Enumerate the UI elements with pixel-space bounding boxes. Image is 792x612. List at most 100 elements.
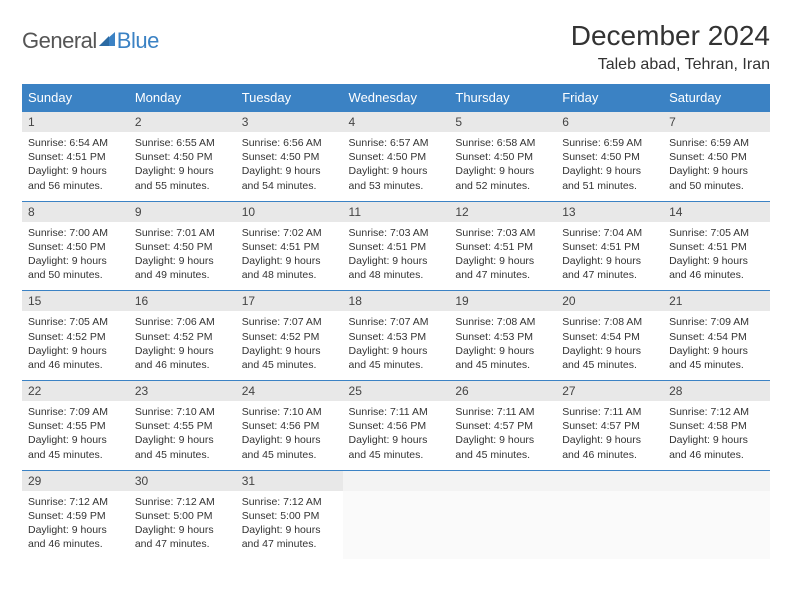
day-info-cell: Sunrise: 6:56 AMSunset: 4:50 PMDaylight:… [236,132,343,201]
day-number-cell [663,470,770,491]
day-info-cell: Sunrise: 7:06 AMSunset: 4:52 PMDaylight:… [129,311,236,380]
header: General Blue December 2024 Taleb abad, T… [22,20,770,74]
sunset-line: Sunset: 4:58 PM [669,419,764,433]
sunset-line: Sunset: 5:00 PM [242,509,337,523]
daylight-line: Daylight: 9 hours and 50 minutes. [669,164,764,192]
sunset-line: Sunset: 4:50 PM [455,150,550,164]
sunrise-line: Sunrise: 7:11 AM [562,405,657,419]
day-number-cell: 8 [22,201,129,222]
daylight-line: Daylight: 9 hours and 46 minutes. [28,523,123,551]
title-block: December 2024 Taleb abad, Tehran, Iran [571,20,770,74]
day-info-cell: Sunrise: 7:04 AMSunset: 4:51 PMDaylight:… [556,222,663,291]
sunrise-line: Sunrise: 7:05 AM [669,226,764,240]
sunset-line: Sunset: 4:50 PM [562,150,657,164]
day-info-cell: Sunrise: 6:55 AMSunset: 4:50 PMDaylight:… [129,132,236,201]
daylight-line: Daylight: 9 hours and 46 minutes. [669,254,764,282]
daylight-line: Daylight: 9 hours and 45 minutes. [349,344,444,372]
sunset-line: Sunset: 4:50 PM [135,240,230,254]
daylight-line: Daylight: 9 hours and 49 minutes. [135,254,230,282]
weekday-head: Friday [556,84,663,112]
sunset-line: Sunset: 4:52 PM [28,330,123,344]
day-number-cell: 24 [236,381,343,402]
daylight-line: Daylight: 9 hours and 51 minutes. [562,164,657,192]
info-row: Sunrise: 7:05 AMSunset: 4:52 PMDaylight:… [22,311,770,380]
day-info-cell: Sunrise: 7:07 AMSunset: 4:52 PMDaylight:… [236,311,343,380]
sunrise-line: Sunrise: 6:56 AM [242,136,337,150]
daylight-line: Daylight: 9 hours and 46 minutes. [28,344,123,372]
sunrise-line: Sunrise: 7:10 AM [135,405,230,419]
sunset-line: Sunset: 4:51 PM [28,150,123,164]
day-info-cell: Sunrise: 7:12 AMSunset: 5:00 PMDaylight:… [129,491,236,560]
sunrise-line: Sunrise: 7:09 AM [28,405,123,419]
sunrise-line: Sunrise: 7:05 AM [28,315,123,329]
daylight-line: Daylight: 9 hours and 45 minutes. [349,433,444,461]
day-number-cell: 19 [449,291,556,312]
day-info-cell: Sunrise: 7:02 AMSunset: 4:51 PMDaylight:… [236,222,343,291]
weekday-head: Monday [129,84,236,112]
sunset-line: Sunset: 4:53 PM [455,330,550,344]
info-row: Sunrise: 7:12 AMSunset: 4:59 PMDaylight:… [22,491,770,560]
day-info-cell: Sunrise: 7:08 AMSunset: 4:54 PMDaylight:… [556,311,663,380]
sunset-line: Sunset: 4:55 PM [135,419,230,433]
sunrise-line: Sunrise: 6:55 AM [135,136,230,150]
day-info-cell: Sunrise: 6:58 AMSunset: 4:50 PMDaylight:… [449,132,556,201]
logo: General Blue [22,20,159,54]
day-number-cell: 12 [449,201,556,222]
day-number-cell [556,470,663,491]
day-number-cell: 3 [236,112,343,133]
sunrise-line: Sunrise: 7:12 AM [242,495,337,509]
day-info-cell: Sunrise: 7:01 AMSunset: 4:50 PMDaylight:… [129,222,236,291]
day-number-cell: 17 [236,291,343,312]
day-number-cell: 28 [663,381,770,402]
day-number-cell: 16 [129,291,236,312]
sunrise-line: Sunrise: 7:04 AM [562,226,657,240]
day-number-cell: 31 [236,470,343,491]
daylight-line: Daylight: 9 hours and 55 minutes. [135,164,230,192]
day-number-cell: 23 [129,381,236,402]
sunset-line: Sunset: 4:52 PM [242,330,337,344]
daylight-line: Daylight: 9 hours and 53 minutes. [349,164,444,192]
sunrise-line: Sunrise: 7:12 AM [669,405,764,419]
day-info-cell: Sunrise: 6:59 AMSunset: 4:50 PMDaylight:… [663,132,770,201]
day-number-cell: 21 [663,291,770,312]
calendar-table: Sunday Monday Tuesday Wednesday Thursday… [22,84,770,559]
day-number-cell: 26 [449,381,556,402]
sunset-line: Sunset: 4:56 PM [349,419,444,433]
day-info-cell: Sunrise: 7:12 AMSunset: 4:59 PMDaylight:… [22,491,129,560]
sunset-line: Sunset: 4:51 PM [349,240,444,254]
day-number-cell [343,470,450,491]
logo-word2: Blue [117,28,159,54]
daylight-line: Daylight: 9 hours and 46 minutes. [669,433,764,461]
day-number-cell: 18 [343,291,450,312]
sunrise-line: Sunrise: 7:07 AM [242,315,337,329]
daynum-row: 1234567 [22,112,770,133]
day-info-cell: Sunrise: 6:59 AMSunset: 4:50 PMDaylight:… [556,132,663,201]
sunset-line: Sunset: 4:50 PM [242,150,337,164]
month-title: December 2024 [571,20,770,52]
day-info-cell [556,491,663,560]
daylight-line: Daylight: 9 hours and 48 minutes. [349,254,444,282]
daylight-line: Daylight: 9 hours and 50 minutes. [28,254,123,282]
sunset-line: Sunset: 4:54 PM [669,330,764,344]
daylight-line: Daylight: 9 hours and 45 minutes. [242,433,337,461]
day-number-cell: 20 [556,291,663,312]
daylight-line: Daylight: 9 hours and 45 minutes. [669,344,764,372]
daylight-line: Daylight: 9 hours and 47 minutes. [135,523,230,551]
day-number-cell: 11 [343,201,450,222]
sunset-line: Sunset: 4:57 PM [455,419,550,433]
sunrise-line: Sunrise: 7:02 AM [242,226,337,240]
day-info-cell: Sunrise: 7:10 AMSunset: 4:55 PMDaylight:… [129,401,236,470]
daynum-row: 293031 [22,470,770,491]
sunrise-line: Sunrise: 7:12 AM [28,495,123,509]
day-info-cell [343,491,450,560]
daylight-line: Daylight: 9 hours and 45 minutes. [135,433,230,461]
sunset-line: Sunset: 4:57 PM [562,419,657,433]
day-info-cell [449,491,556,560]
day-number-cell: 2 [129,112,236,133]
day-info-cell: Sunrise: 7:11 AMSunset: 4:57 PMDaylight:… [449,401,556,470]
weekday-header-row: Sunday Monday Tuesday Wednesday Thursday… [22,84,770,112]
daylight-line: Daylight: 9 hours and 48 minutes. [242,254,337,282]
weekday-head: Sunday [22,84,129,112]
sunrise-line: Sunrise: 6:59 AM [669,136,764,150]
weekday-head: Tuesday [236,84,343,112]
